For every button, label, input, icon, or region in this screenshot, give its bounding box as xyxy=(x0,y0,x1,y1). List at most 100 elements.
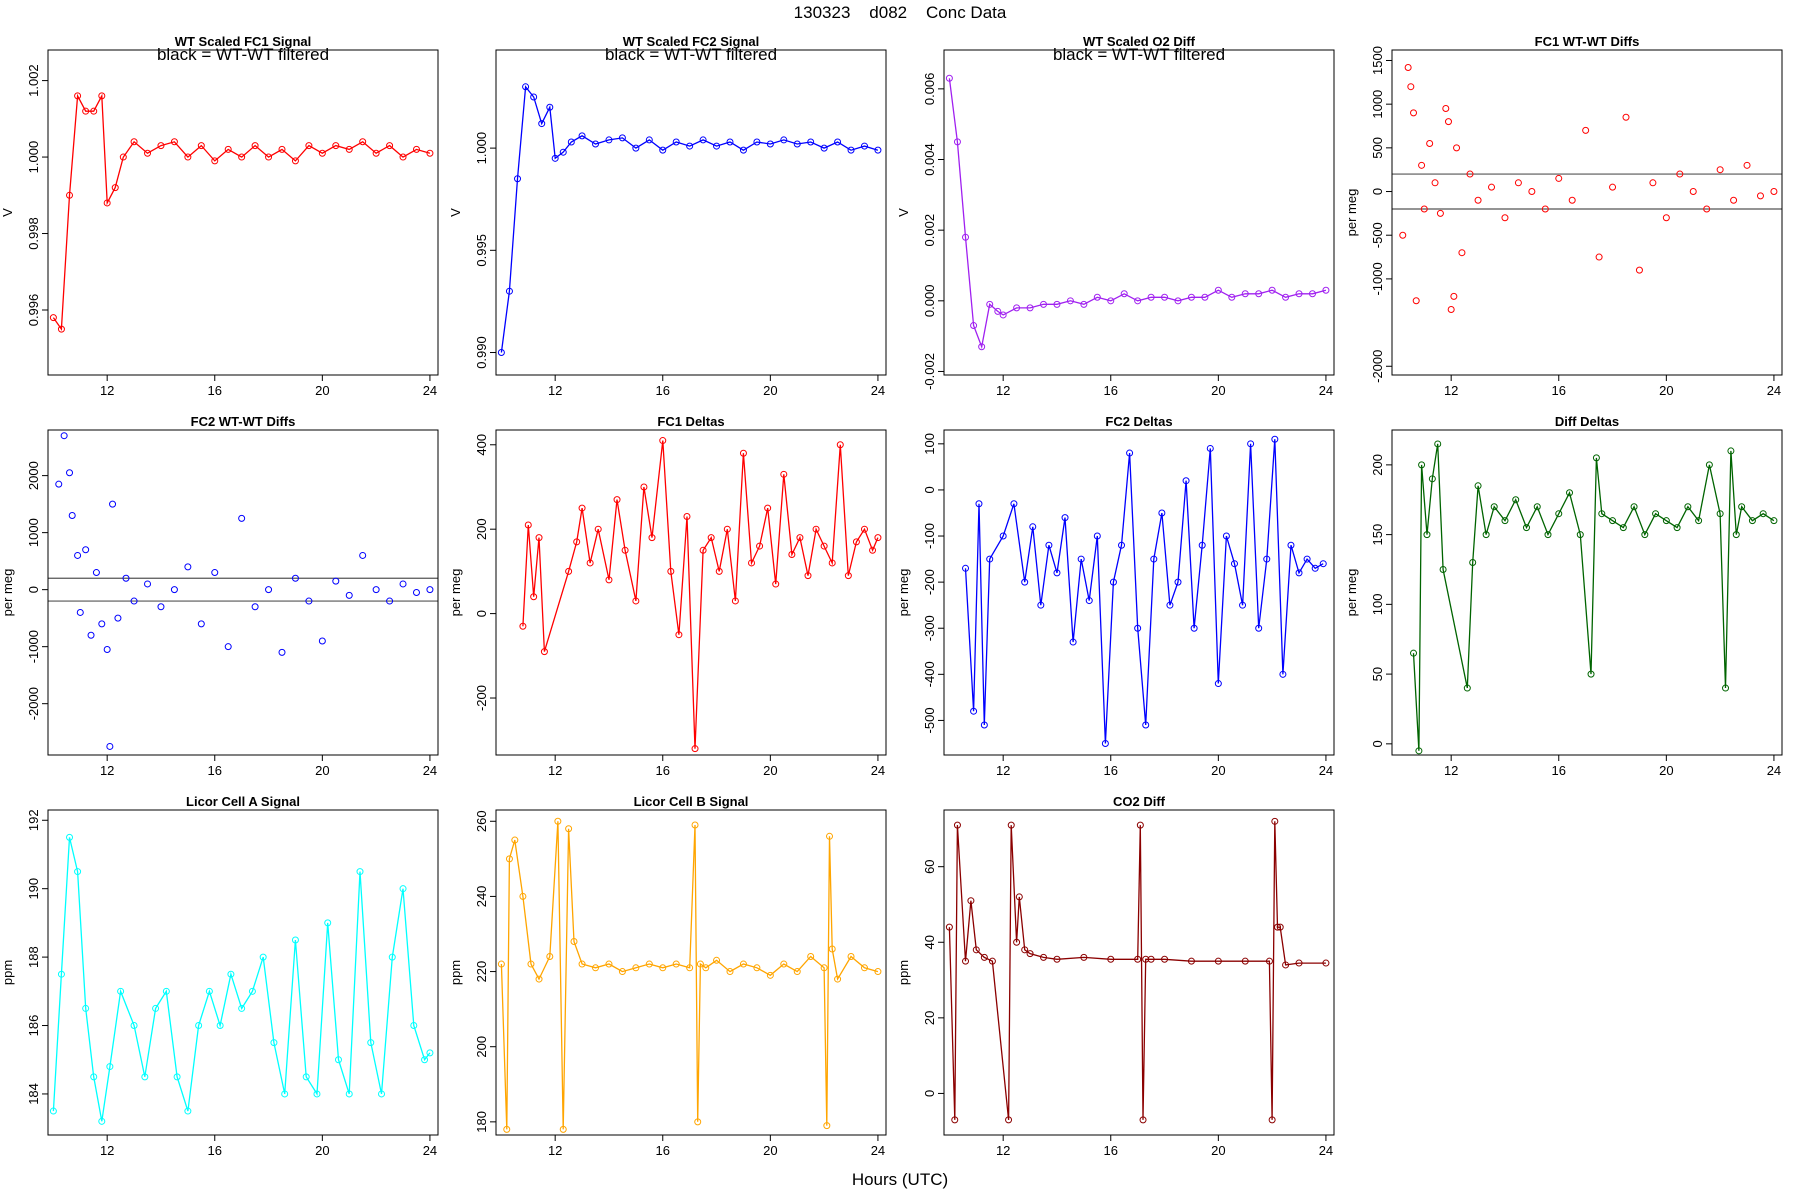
chart-title: Licor Cell A Signal xyxy=(186,794,300,809)
chart-title: CO2 Diff xyxy=(1113,794,1166,809)
plot-frame xyxy=(495,429,887,756)
data-point xyxy=(1722,684,1730,692)
y-tick-label: 0 xyxy=(26,586,41,593)
series-line xyxy=(522,440,879,749)
data-point xyxy=(332,142,340,150)
y-tick-label: 50 xyxy=(1370,667,1385,681)
data-point xyxy=(1727,447,1735,455)
data-point xyxy=(1404,63,1412,71)
x-tick-label: 24 xyxy=(423,1143,437,1158)
data-point xyxy=(1501,517,1509,525)
data-point xyxy=(345,1090,353,1098)
y-tick-label: 0 xyxy=(1370,188,1385,195)
data-point xyxy=(570,938,578,946)
data-point xyxy=(1649,179,1657,187)
data-point xyxy=(766,140,774,148)
data-point xyxy=(780,470,788,478)
data-point xyxy=(103,199,111,207)
data-point xyxy=(82,107,90,115)
y-tick-label: 400 xyxy=(474,434,489,456)
data-point xyxy=(1630,503,1638,511)
data-point xyxy=(1061,514,1069,522)
data-point xyxy=(1609,183,1617,191)
data-point xyxy=(111,184,119,192)
y-tick-label: 240 xyxy=(474,886,489,908)
x-tick-label: 12 xyxy=(548,383,562,398)
x-tick-label: 20 xyxy=(1659,763,1673,778)
data-point xyxy=(1423,531,1431,539)
data-point xyxy=(1080,953,1088,961)
y-tick-label: -100 xyxy=(922,523,937,549)
data-point xyxy=(49,314,57,322)
data-point xyxy=(1770,188,1778,196)
data-point xyxy=(605,960,613,968)
y-tick-label: 188 xyxy=(26,946,41,968)
x-tick-label: 20 xyxy=(763,1143,777,1158)
x-tick-label: 16 xyxy=(1104,763,1118,778)
y-tick-label: 0.995 xyxy=(474,234,489,267)
data-point xyxy=(291,157,299,165)
data-point xyxy=(372,586,380,594)
data-point xyxy=(1021,946,1029,954)
data-point xyxy=(1447,305,1455,313)
plot-frame xyxy=(1391,429,1783,756)
data-point xyxy=(820,542,828,550)
data-point xyxy=(551,154,559,162)
data-point xyxy=(227,970,235,978)
data-point xyxy=(1118,541,1126,549)
data-point xyxy=(567,138,575,146)
data-point xyxy=(1308,290,1316,298)
data-point xyxy=(514,175,522,183)
data-point xyxy=(1136,821,1144,829)
data-point xyxy=(1013,938,1021,946)
data-point xyxy=(1609,517,1617,525)
x-tick-label: 20 xyxy=(315,383,329,398)
data-point xyxy=(1738,503,1746,511)
y-tick-label: 40 xyxy=(922,935,937,949)
series-line xyxy=(964,439,1324,744)
data-point xyxy=(1029,523,1037,531)
data-point xyxy=(764,504,772,512)
data-point xyxy=(578,504,586,512)
data-point xyxy=(386,142,394,150)
data-point xyxy=(715,567,723,575)
x-tick-label: 16 xyxy=(1104,1143,1118,1158)
chart-fc1-diffs: FC1 WT-WT Diffs per meg 12 16 20 24 -2000 -1000… xyxy=(1344,34,1783,398)
data-point xyxy=(1434,440,1442,448)
data-point xyxy=(1069,638,1077,646)
data-point xyxy=(1466,170,1474,178)
data-point xyxy=(659,146,667,154)
y-tick-label: 100 xyxy=(1370,594,1385,616)
data-point xyxy=(1450,292,1458,300)
data-point xyxy=(224,145,232,153)
data-point xyxy=(823,1122,831,1130)
data-point xyxy=(828,945,836,953)
data-point xyxy=(1756,192,1764,200)
data-point xyxy=(962,957,970,965)
x-tick-label: 24 xyxy=(1767,763,1781,778)
data-point xyxy=(184,1107,192,1115)
data-point xyxy=(686,964,694,972)
data-point xyxy=(1463,684,1471,692)
chart-title: WT Scaled O2 Diff xyxy=(1083,34,1196,49)
data-point xyxy=(1268,286,1276,294)
data-point xyxy=(318,149,326,157)
data-point xyxy=(399,885,407,893)
data-point xyxy=(1282,293,1290,301)
data-point xyxy=(618,134,626,142)
y-axis-label: per meg xyxy=(1344,189,1359,237)
y-tick-label: 0.002 xyxy=(922,214,937,247)
data-point xyxy=(386,597,394,605)
data-point xyxy=(852,538,860,546)
data-point xyxy=(975,500,983,508)
y-tick-label: -2000 xyxy=(26,687,41,720)
data-point xyxy=(1187,293,1195,301)
plot-frame xyxy=(1391,49,1783,376)
data-point xyxy=(527,960,535,968)
data-layer xyxy=(1410,440,1778,755)
chart-title: Diff Deltas xyxy=(1555,414,1619,429)
data-point xyxy=(1268,1116,1276,1124)
y-axis-label: ppm xyxy=(896,960,911,985)
data-point xyxy=(1412,297,1420,305)
data-layer xyxy=(49,833,434,1125)
